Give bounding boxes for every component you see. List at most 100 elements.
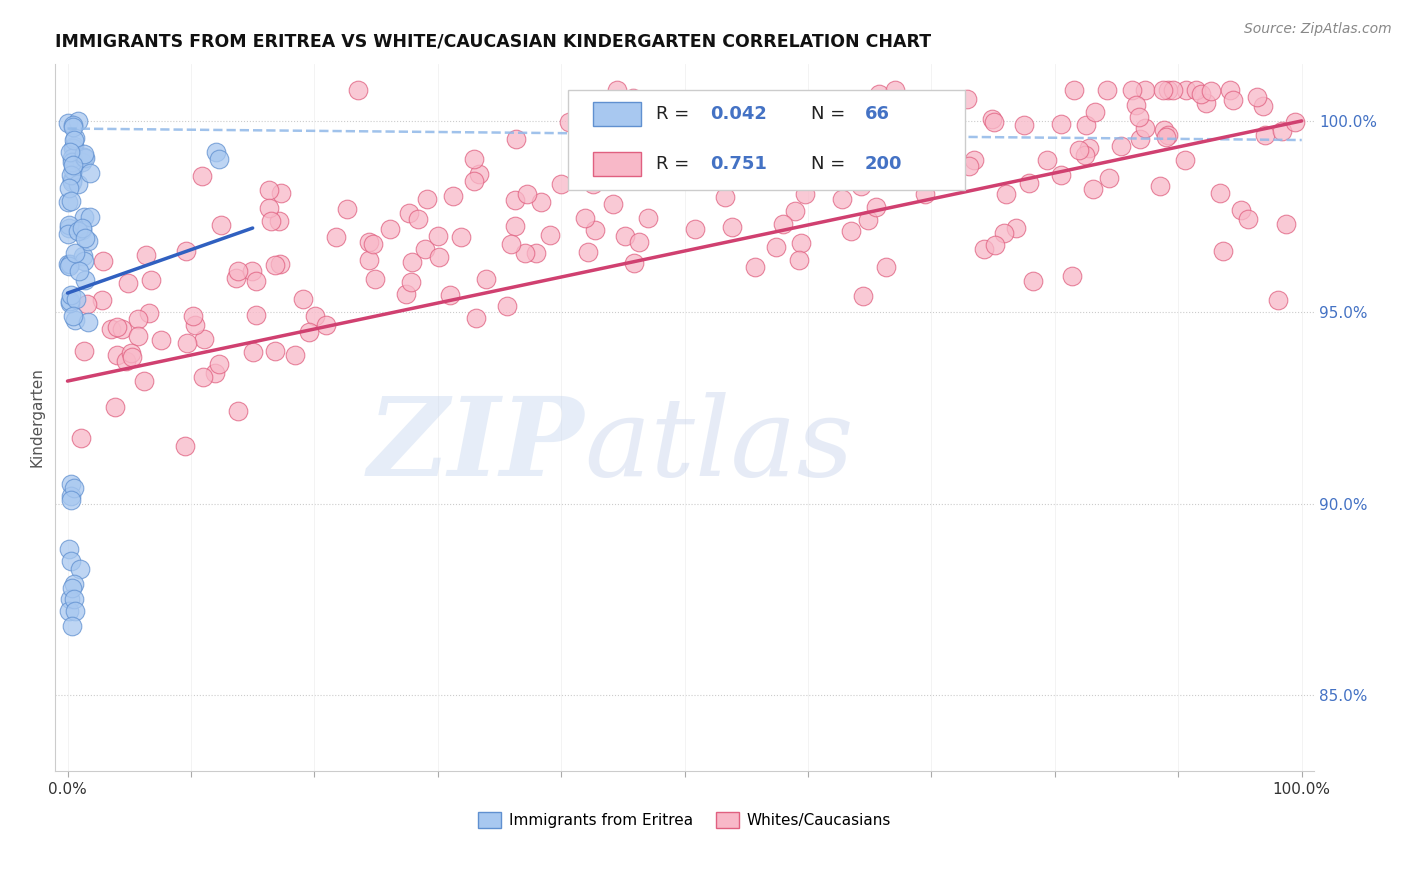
Point xyxy=(304,309,326,323)
Point xyxy=(65,312,87,326)
Point xyxy=(1005,220,1028,235)
Point xyxy=(63,131,86,145)
Point xyxy=(963,153,986,167)
Point xyxy=(1149,179,1171,194)
Point xyxy=(59,168,82,182)
Point xyxy=(79,165,101,179)
Point xyxy=(264,258,287,272)
Point xyxy=(914,187,936,202)
Text: R =: R = xyxy=(655,105,695,123)
Point xyxy=(62,581,84,595)
Point xyxy=(58,604,80,618)
Point xyxy=(505,132,527,146)
Point xyxy=(58,180,80,194)
Point xyxy=(772,217,794,231)
Point xyxy=(1128,111,1150,125)
Point xyxy=(66,224,89,238)
Point xyxy=(790,145,813,160)
Point xyxy=(62,619,84,633)
Point xyxy=(1222,93,1244,107)
Point xyxy=(676,168,699,182)
Point xyxy=(439,288,461,302)
Point xyxy=(464,311,486,326)
Point xyxy=(120,346,142,360)
Point xyxy=(1049,168,1071,182)
Point xyxy=(245,308,267,322)
Point xyxy=(865,200,887,214)
Point xyxy=(627,235,650,249)
Point xyxy=(1018,176,1040,190)
Point xyxy=(59,294,82,309)
Point xyxy=(269,257,291,271)
Point xyxy=(60,154,83,169)
FancyBboxPatch shape xyxy=(593,152,641,176)
Point xyxy=(725,171,748,186)
Y-axis label: Kindergarten: Kindergarten xyxy=(30,368,44,467)
Point xyxy=(298,325,321,339)
Point xyxy=(226,404,249,418)
Point xyxy=(259,183,281,197)
Point xyxy=(59,592,82,607)
Point xyxy=(1284,115,1306,129)
Point xyxy=(875,260,897,275)
Point xyxy=(63,246,86,260)
Point xyxy=(174,439,197,453)
Point xyxy=(1060,269,1083,284)
Point xyxy=(105,348,128,362)
Point xyxy=(585,223,607,237)
Point xyxy=(868,87,890,101)
Point xyxy=(581,177,603,191)
Point xyxy=(225,271,247,285)
Text: R =: R = xyxy=(655,155,695,173)
Point xyxy=(807,139,830,153)
Point xyxy=(208,152,231,166)
Point xyxy=(1074,119,1097,133)
Point xyxy=(73,150,96,164)
Point xyxy=(72,249,94,263)
Point xyxy=(426,229,449,244)
Point xyxy=(983,115,1005,129)
Point xyxy=(59,145,82,160)
Point xyxy=(703,106,725,120)
Point xyxy=(713,189,735,203)
Point xyxy=(831,193,853,207)
Point xyxy=(984,237,1007,252)
Point xyxy=(503,193,526,207)
Point xyxy=(1271,123,1294,137)
Text: Source: ZipAtlas.com: Source: ZipAtlas.com xyxy=(1244,22,1392,37)
Point xyxy=(515,245,537,260)
Point xyxy=(849,178,872,193)
Point xyxy=(501,236,523,251)
Point xyxy=(70,220,93,235)
Point xyxy=(1083,181,1105,195)
Point xyxy=(1174,153,1197,167)
Point xyxy=(58,219,80,233)
Point xyxy=(1012,118,1035,132)
Point xyxy=(56,116,79,130)
Point xyxy=(117,276,139,290)
Point xyxy=(398,206,420,220)
Point xyxy=(190,169,212,184)
Point xyxy=(1175,83,1198,97)
Point xyxy=(292,292,315,306)
Text: 0.042: 0.042 xyxy=(710,105,766,123)
Point xyxy=(1109,138,1132,153)
Point xyxy=(495,300,517,314)
Point xyxy=(60,175,83,189)
Point xyxy=(73,151,96,165)
Point xyxy=(121,350,143,364)
Point xyxy=(359,235,381,250)
Point xyxy=(474,271,496,285)
Point xyxy=(1199,84,1222,98)
Point xyxy=(939,133,962,147)
Point xyxy=(716,126,738,140)
Point xyxy=(524,246,547,260)
Point xyxy=(1133,83,1156,97)
Point xyxy=(56,227,79,241)
Point xyxy=(1129,132,1152,146)
Point xyxy=(75,231,97,245)
Point xyxy=(60,172,83,186)
Point xyxy=(427,250,450,264)
Point xyxy=(62,141,84,155)
Point xyxy=(111,321,134,335)
